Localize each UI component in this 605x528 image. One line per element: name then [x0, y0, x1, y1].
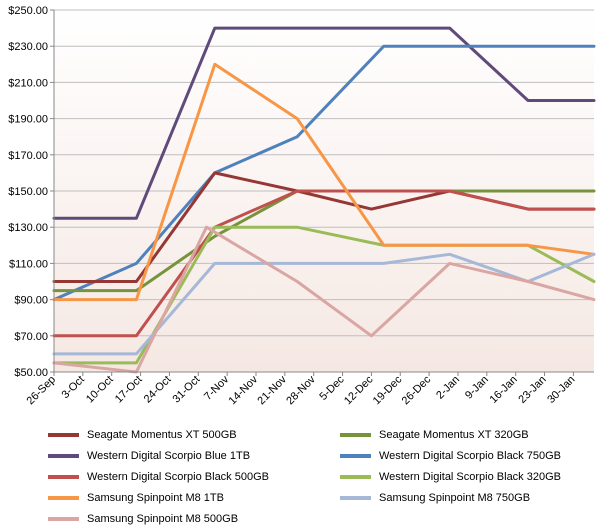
- legend-swatch: [48, 517, 79, 521]
- legend-label: Western Digital Scorpio Black 320GB: [379, 471, 561, 483]
- y-tick-label: $150.00: [8, 186, 48, 198]
- legend-swatch: [48, 475, 79, 479]
- y-tick-label: $190.00: [8, 114, 48, 126]
- y-tick-label: $250.00: [8, 5, 48, 17]
- x-tick-label: 24-Oct: [142, 374, 174, 406]
- legend-label: Western Digital Scorpio Black 500GB: [87, 471, 269, 483]
- y-axis-ticks: $50.00 $70.00 $90.00 $110.00 $130.00 $150.00 $…: [8, 5, 54, 379]
- legend-item: Western Digital Scorpio Black 750GB: [340, 447, 561, 465]
- x-tick-label: 28-Nov: [284, 373, 318, 407]
- x-tick-label: 26-Dec: [400, 373, 434, 407]
- legend-label: Samsung Spinpoint M8 750GB: [379, 492, 531, 504]
- series-line-3: [52, 44, 596, 302]
- legend-label: Western Digital Scorpio Blue 1TB: [87, 450, 251, 462]
- legend-label: Western Digital Scorpio Black 750GB: [379, 450, 561, 462]
- legend-swatch: [48, 496, 79, 500]
- series-line-2: [52, 26, 596, 220]
- series-line-6: [52, 62, 596, 302]
- series-lines: [52, 26, 596, 374]
- x-tick-label: 12-Dec: [342, 373, 376, 407]
- y-tick-label: $230.00: [8, 41, 48, 53]
- legend-item: Samsung Spinpoint M8 1TB: [48, 489, 224, 507]
- series-line-8: [52, 225, 596, 374]
- series-line-4: [52, 189, 596, 338]
- y-tick-label: $70.00: [14, 331, 48, 343]
- legend-label: Seagate Momentus XT 500GB: [87, 429, 237, 441]
- x-tick-label: 2-Jan: [434, 374, 462, 402]
- y-tick-label: $130.00: [8, 222, 48, 234]
- y-tick-label: $110.00: [9, 258, 48, 270]
- line-chart: $50.00 $70.00 $90.00 $110.00 $130.00 $150.00 $…: [8, 5, 596, 407]
- legend-item: Samsung Spinpoint M8 750GB: [340, 489, 530, 507]
- legend: Seagate Momentus XT 500GB Seagate Momentu…: [0, 420, 605, 525]
- y-tick-label: $90.00: [14, 295, 48, 307]
- x-tick-label: 31-Oct: [171, 374, 203, 406]
- y-tick-label: $210.00: [8, 77, 48, 89]
- y-tick-label: $50.00: [14, 367, 48, 379]
- legend-item: Seagate Momentus XT 320GB: [340, 426, 529, 444]
- x-tick-label: 21-Nov: [255, 373, 289, 407]
- legend-item: Western Digital Scorpio Black 320GB: [340, 468, 561, 486]
- legend-swatch: [48, 454, 79, 458]
- legend-label: Seagate Momentus XT 320GB: [379, 429, 529, 441]
- legend-swatch: [340, 454, 371, 458]
- legend-item: Western Digital Scorpio Blue 1TB: [48, 447, 250, 465]
- x-tick-label: 16-Jan: [488, 374, 520, 406]
- legend-swatch: [340, 433, 371, 437]
- legend-swatch: [340, 496, 371, 500]
- legend-label: Samsung Spinpoint M8 500GB: [87, 513, 239, 525]
- y-tick-label: $170.00: [8, 150, 48, 162]
- legend-swatch: [48, 433, 79, 437]
- x-tick-label: 30-Jan: [545, 374, 577, 406]
- x-tick-label: 10-Oct: [84, 374, 116, 406]
- legend-swatch: [340, 475, 371, 479]
- x-tick-label: 19-Dec: [371, 373, 405, 407]
- x-tick-label: 14-Nov: [227, 373, 261, 407]
- legend-label: Samsung Spinpoint M8 1TB: [87, 492, 224, 504]
- legend-item: Seagate Momentus XT 500GB: [48, 426, 237, 444]
- legend-item: Western Digital Scorpio Black 500GB: [48, 468, 269, 486]
- x-tick-label: 17-Oct: [113, 374, 145, 406]
- x-tick-label: 23-Jan: [516, 374, 548, 406]
- legend-item: Samsung Spinpoint M8 500GB: [48, 510, 238, 528]
